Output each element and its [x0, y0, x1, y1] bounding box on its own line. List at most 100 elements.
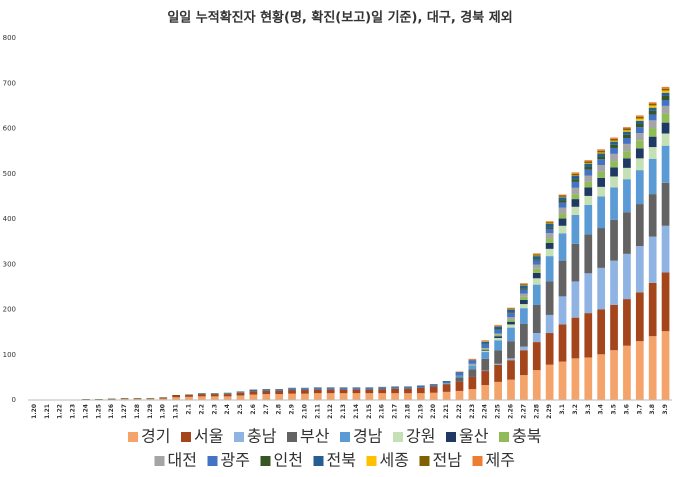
x-tick-label: 1.29: [147, 404, 154, 419]
bar-segment: [635, 140, 644, 149]
bar-segment: [597, 196, 606, 229]
bar-segment: [623, 128, 631, 131]
y-tick-label: 200: [3, 306, 16, 314]
bar-segment: [571, 179, 580, 182]
bar-segment: [391, 387, 399, 389]
bar-segment: [313, 393, 322, 400]
bar-segment: [404, 388, 412, 394]
bar-segment: [507, 321, 515, 325]
bar-segment: [301, 390, 309, 394]
bar-segment: [648, 158, 657, 195]
bar-segment: [313, 389, 322, 394]
bar-segment: [494, 350, 502, 364]
bar-segment: [429, 385, 438, 387]
bar-segment: [494, 381, 502, 400]
bar-segment: [442, 381, 451, 384]
bar-segment: [545, 314, 554, 334]
x-tick-label: 2.20: [430, 404, 437, 419]
bar-segment: [610, 137, 618, 139]
bar-segment: [481, 340, 490, 342]
x-tick-label: 1.26: [108, 404, 115, 419]
bar-segment: [159, 398, 168, 400]
bar-segment: [545, 222, 554, 224]
bar-segment: [661, 90, 670, 93]
legend-label: 세종: [380, 451, 409, 470]
bar-segment: [610, 350, 618, 400]
bar-segment: [404, 387, 412, 389]
bar-segment: [597, 150, 606, 153]
x-tick-label: 1.27: [121, 404, 128, 419]
bar-segment: [455, 375, 464, 378]
x-tick-label: 2.22: [456, 404, 463, 419]
y-tick-label: 800: [3, 34, 16, 42]
bar-segment: [610, 140, 618, 142]
legend-label: 충북: [512, 427, 541, 446]
bar-segment: [545, 248, 554, 257]
bar-segment: [584, 163, 593, 167]
bar-segment: [661, 92, 670, 96]
bar-segment: [288, 393, 296, 400]
bar-segment: [262, 390, 271, 391]
bar-segment: [404, 393, 412, 400]
bar-segment: [339, 393, 348, 400]
bar-segment: [481, 358, 490, 371]
bar-segment: [648, 110, 657, 115]
bar-segment: [442, 384, 451, 392]
bar-segment: [507, 307, 515, 309]
bar-segment: [468, 369, 477, 377]
bar-segment: [468, 389, 477, 400]
bar-segment: [494, 326, 502, 329]
bar-segment: [571, 181, 580, 188]
bar-segment: [416, 387, 425, 394]
x-tick-label: 2.16: [379, 404, 386, 419]
bar-segment: [610, 161, 618, 168]
legend-swatch: [207, 456, 218, 466]
bar-segment: [520, 346, 528, 351]
bar-segment: [661, 113, 670, 123]
bar-segment: [558, 213, 567, 219]
bar-segment: [661, 105, 670, 114]
legend-swatch: [366, 456, 377, 466]
x-tick-label: 2.3: [211, 404, 218, 415]
bar-segment: [468, 365, 477, 370]
bar-segment: [339, 389, 348, 394]
bar-segment: [648, 194, 657, 237]
bar-segment: [236, 392, 245, 396]
bar-segment: [571, 173, 580, 176]
x-tick-label: 2.27: [520, 404, 527, 419]
legend-swatch: [419, 456, 430, 466]
bar-segment: [468, 376, 477, 390]
bar-segment: [584, 161, 593, 164]
bar-segment: [520, 293, 528, 297]
bar-segment: [661, 133, 670, 146]
bar-segment: [597, 186, 606, 197]
bar-segment: [635, 204, 644, 247]
bar-segment: [597, 159, 606, 166]
bar-segment: [610, 187, 618, 220]
bar-segment: [275, 390, 284, 395]
bar-segment: [584, 313, 593, 358]
bar-segment: [661, 145, 670, 183]
bar-segment: [635, 123, 644, 128]
x-tick-label: 2.4: [224, 404, 231, 415]
bar-segment: [610, 176, 618, 188]
bar-segment: [262, 394, 271, 400]
bar-segment: [532, 259, 541, 261]
bar-segment: [635, 292, 644, 342]
legend-swatch: [128, 432, 138, 442]
bar-segment: [584, 234, 593, 274]
bar-segment: [455, 381, 464, 391]
bar-segment: [468, 358, 477, 360]
legend-swatch: [499, 432, 509, 442]
x-tick-label: 2.7: [263, 404, 270, 415]
bar-segment: [481, 344, 490, 348]
bar-segment: [494, 363, 502, 365]
bar-segment: [597, 177, 606, 187]
y-tick-label: 500: [3, 170, 16, 178]
bar-segment: [545, 256, 554, 282]
y-tick-label: 100: [3, 351, 16, 359]
bar-segment: [313, 388, 322, 390]
y-tick-label: 300: [3, 260, 16, 268]
x-tick-label: 3.9: [662, 404, 669, 415]
x-tick-label: 1.31: [173, 404, 180, 419]
